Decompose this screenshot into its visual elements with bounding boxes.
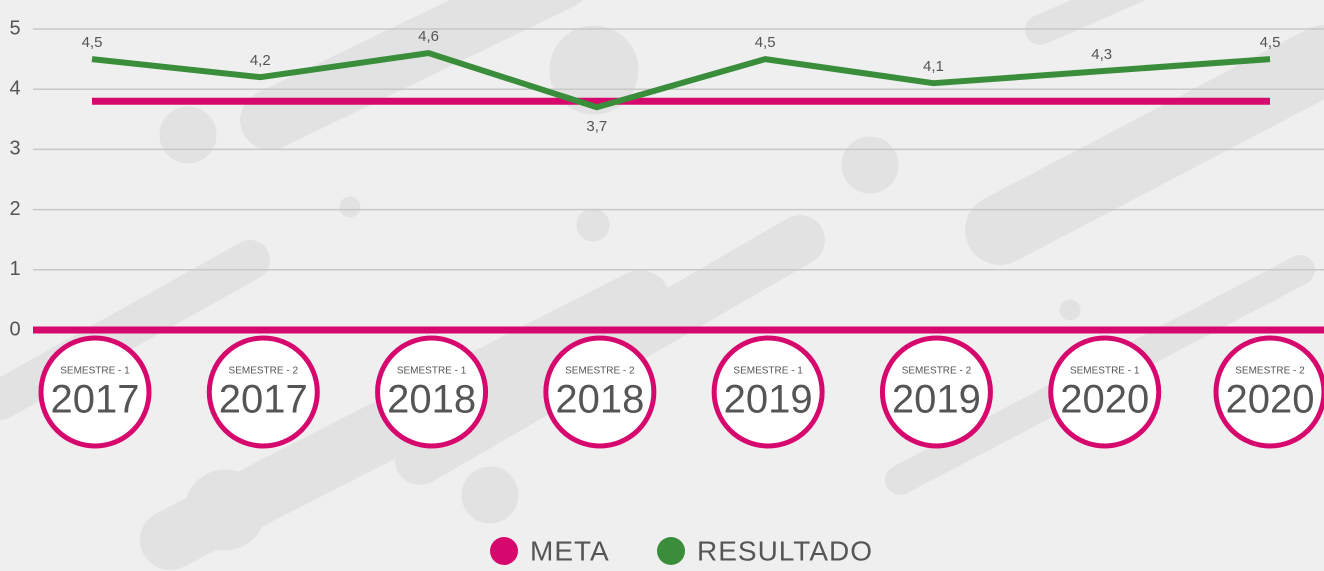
data-label: 3,7 <box>586 118 607 135</box>
category-badge <box>711 335 825 449</box>
category-year: 2017 <box>219 378 308 422</box>
category-badge <box>375 335 489 449</box>
category-semester: SEMESTRE - 1 <box>397 366 467 377</box>
decor-dot <box>549 25 639 115</box>
category-badge <box>543 335 657 449</box>
category-year: 2018 <box>387 378 476 422</box>
category-year: 2018 <box>555 378 644 422</box>
decor-streak <box>240 0 583 150</box>
legend-swatch <box>657 537 685 565</box>
category-semester: SEMESTRE - 1 <box>733 366 803 377</box>
data-label: 4,5 <box>755 34 776 51</box>
category-badge <box>879 335 993 449</box>
decor-dot <box>461 466 519 524</box>
decor-dot <box>576 208 610 242</box>
category-badge <box>1048 335 1162 449</box>
category-year: 2019 <box>892 378 981 422</box>
category-year: 2019 <box>724 378 813 422</box>
series-line <box>91 50 1271 111</box>
decor-dot <box>184 469 266 551</box>
data-label: 4,3 <box>1091 46 1112 63</box>
category-semester: SEMESTRE - 2 <box>229 366 299 377</box>
decor-dot <box>339 196 361 218</box>
y-tick-label: 2 <box>9 198 20 220</box>
decor-streak <box>1025 0 1146 45</box>
decor-dot <box>1059 299 1081 321</box>
category-semester: SEMESTRE - 1 <box>60 366 130 377</box>
decor-dot <box>841 136 899 194</box>
category-semester: SEMESTRE - 2 <box>902 366 972 377</box>
decor-streak <box>965 25 1324 265</box>
category-semester: SEMESTRE - 2 <box>565 366 635 377</box>
data-label: 4,5 <box>1260 34 1281 51</box>
y-tick-label: 1 <box>9 258 20 280</box>
y-tick-label: 5 <box>9 17 20 39</box>
category-year: 2020 <box>1226 378 1315 422</box>
category-badge <box>38 335 152 449</box>
category-badge <box>1213 335 1324 449</box>
y-tick-label: 3 <box>9 138 20 160</box>
y-tick-label: 0 <box>9 318 20 340</box>
category-semester: SEMESTRE - 1 <box>1070 366 1140 377</box>
legend-label: META <box>530 535 610 566</box>
legend-swatch <box>490 537 518 565</box>
legend-label: RESULTADO <box>697 535 873 566</box>
category-year: 2017 <box>51 378 140 422</box>
category-badge <box>206 335 320 449</box>
data-label: 4,5 <box>82 34 103 51</box>
data-label: 4,2 <box>250 52 271 69</box>
y-tick-label: 4 <box>9 77 20 99</box>
data-label: 4,6 <box>418 28 439 45</box>
category-year: 2020 <box>1060 378 1149 422</box>
decor-dot <box>159 106 217 164</box>
data-label: 4,1 <box>923 58 944 75</box>
category-semester: SEMESTRE - 2 <box>1235 366 1305 377</box>
